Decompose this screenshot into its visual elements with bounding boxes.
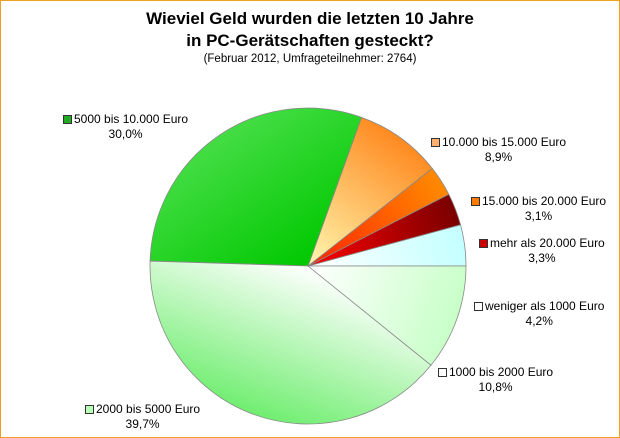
- legend-swatch-1000-2000: [438, 368, 447, 377]
- legend-swatch-2000-5000: [85, 405, 94, 414]
- legend-swatch-over-20000: [479, 239, 488, 248]
- label-1000-2000-value: 10,8%: [478, 380, 513, 394]
- label-5000-10000: 5000 bis 10.000 Euro 30,0%: [63, 112, 188, 142]
- label-2000-5000-value: 39,7%: [125, 417, 160, 431]
- label-2000-5000: 2000 bis 5000 Euro 39,7%: [85, 402, 200, 432]
- legend-swatch-10000-15000: [431, 138, 440, 147]
- label-under-1000-name: weniger als 1000 Euro: [485, 299, 605, 313]
- pie-slice-6: [306, 265, 467, 366]
- label-15000-20000-value: 3,1%: [524, 209, 553, 223]
- label-10000-15000-name: 10.000 bis 15.000 Euro: [442, 135, 567, 149]
- label-under-1000-value: 4,2%: [525, 314, 553, 328]
- label-5000-10000-value: 30,0%: [108, 127, 143, 141]
- label-1000-2000-name: 1000 bis 2000 Euro: [449, 365, 554, 379]
- pie-slice-3: [307, 116, 433, 268]
- legend-swatch-5000-10000: [63, 115, 72, 124]
- label-15000-20000-name: 15.000 bis 20.000 Euro: [482, 194, 607, 208]
- label-over-20000: mehr als 20.000 Euro 3,3%: [479, 236, 605, 266]
- chart-subtitle: (Februar 2012, Umfrageteilnehmer: 2764): [203, 53, 417, 65]
- legend-swatch-15000-20000: [471, 197, 480, 206]
- chart-title-line2: in PC-Gerätschaften gesteckt?: [186, 31, 434, 50]
- legend-swatch-under-1000: [474, 302, 483, 311]
- label-under-1000: weniger als 1000 Euro 4,2%: [474, 299, 604, 329]
- label-2000-5000-name: 2000 bis 5000 Euro: [96, 402, 201, 416]
- pie-slice-4: [149, 107, 363, 267]
- label-over-20000-value: 3,3%: [528, 251, 556, 265]
- chart-title-line1: Wieviel Geld wurden die letzten 10 Jahre: [146, 9, 474, 28]
- pie-slice-5: [149, 260, 432, 425]
- label-10000-15000: 10.000 bis 15.000 Euro 8,9%: [431, 135, 566, 165]
- label-over-20000-name: mehr als 20.000 Euro: [490, 236, 605, 250]
- label-10000-15000-value: 8,9%: [484, 150, 513, 164]
- label-15000-20000: 15.000 bis 20.000 Euro 3,1%: [471, 194, 606, 224]
- label-5000-10000-name: 5000 bis 10.000 Euro: [74, 112, 189, 126]
- label-1000-2000: 1000 bis 2000 Euro 10,8%: [438, 365, 553, 395]
